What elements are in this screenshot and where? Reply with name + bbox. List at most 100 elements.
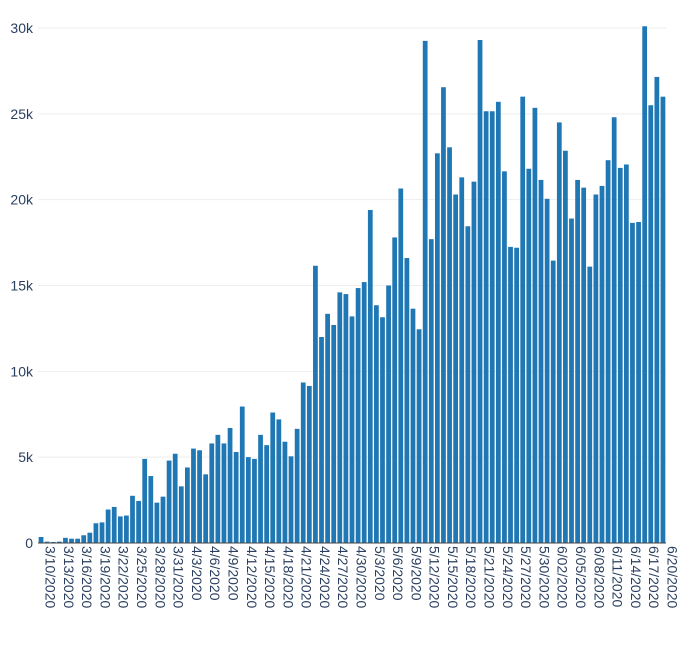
bar[interactable] <box>63 537 68 543</box>
bar[interactable] <box>544 198 550 543</box>
bar[interactable] <box>617 167 623 544</box>
bar[interactable] <box>483 111 489 543</box>
bar[interactable] <box>221 443 227 543</box>
bar[interactable] <box>313 265 318 543</box>
bar[interactable] <box>660 96 666 544</box>
bar[interactable] <box>319 337 324 543</box>
bar[interactable] <box>630 222 635 543</box>
bar[interactable] <box>160 496 166 543</box>
bar[interactable] <box>636 221 641 543</box>
bar[interactable] <box>276 419 282 543</box>
bar[interactable] <box>404 258 410 543</box>
bar[interactable] <box>349 316 355 543</box>
bar[interactable] <box>361 282 367 543</box>
bar[interactable] <box>288 456 294 543</box>
bar[interactable] <box>343 294 349 543</box>
bar[interactable] <box>477 40 483 544</box>
bar[interactable] <box>392 237 398 543</box>
bar[interactable] <box>56 541 62 543</box>
bar[interactable] <box>209 443 215 543</box>
bar[interactable] <box>178 486 184 543</box>
bar[interactable] <box>105 509 111 543</box>
bar[interactable] <box>410 308 416 543</box>
bar[interactable] <box>75 538 81 543</box>
bar[interactable] <box>538 179 544 544</box>
bar[interactable] <box>581 187 587 543</box>
bar[interactable] <box>264 445 270 543</box>
bar[interactable] <box>294 428 300 543</box>
bar[interactable] <box>374 305 379 543</box>
bar[interactable] <box>38 536 44 543</box>
bar[interactable] <box>520 96 526 544</box>
bar[interactable] <box>447 147 452 543</box>
bar[interactable] <box>245 457 251 543</box>
bar[interactable] <box>434 153 440 544</box>
bar[interactable] <box>416 329 422 543</box>
bar[interactable] <box>130 495 135 543</box>
bar[interactable] <box>380 317 385 543</box>
bar[interactable] <box>215 434 221 543</box>
bar[interactable] <box>642 26 648 544</box>
bar[interactable] <box>93 523 99 543</box>
bar[interactable] <box>587 266 593 543</box>
bar[interactable] <box>239 406 245 543</box>
bar[interactable] <box>532 107 538 543</box>
bar[interactable] <box>355 288 361 543</box>
bar[interactable] <box>465 226 471 543</box>
bar[interactable] <box>337 292 343 543</box>
bar[interactable] <box>422 40 428 543</box>
bar[interactable] <box>227 427 233 543</box>
bar[interactable] <box>252 458 257 543</box>
bar[interactable] <box>282 441 288 543</box>
bar[interactable] <box>172 453 178 543</box>
bar[interactable] <box>142 458 148 543</box>
bar[interactable] <box>428 239 434 543</box>
bar[interactable] <box>203 474 209 543</box>
bar[interactable] <box>124 515 129 543</box>
bar[interactable] <box>50 541 56 543</box>
bar[interactable] <box>556 122 562 544</box>
bar[interactable] <box>502 171 507 543</box>
bar[interactable] <box>508 246 513 543</box>
bar[interactable] <box>185 467 190 543</box>
bar[interactable] <box>117 516 123 543</box>
bar[interactable] <box>69 538 74 543</box>
bar[interactable] <box>87 532 93 543</box>
bar[interactable] <box>623 164 629 543</box>
bar[interactable] <box>166 460 172 543</box>
bar[interactable] <box>197 450 202 543</box>
bar[interactable] <box>514 247 519 543</box>
bar[interactable] <box>44 541 50 543</box>
bar[interactable] <box>654 76 660 544</box>
bar[interactable] <box>471 181 477 543</box>
bar[interactable] <box>154 502 160 543</box>
bar[interactable] <box>648 105 654 543</box>
bar[interactable] <box>605 160 611 543</box>
bar[interactable] <box>563 150 568 543</box>
bar[interactable] <box>111 506 117 543</box>
bar[interactable] <box>300 382 306 543</box>
bar[interactable] <box>489 111 495 543</box>
bar[interactable] <box>593 194 599 543</box>
bar[interactable] <box>331 324 337 543</box>
bar[interactable] <box>81 535 87 543</box>
bar[interactable] <box>136 500 141 543</box>
bar[interactable] <box>550 260 556 543</box>
bar[interactable] <box>575 179 580 544</box>
bar[interactable] <box>258 434 263 543</box>
bar[interactable] <box>495 101 501 544</box>
bar[interactable] <box>398 188 404 543</box>
bar[interactable] <box>526 168 532 543</box>
bar[interactable] <box>599 185 605 543</box>
bar[interactable] <box>453 194 459 543</box>
bar[interactable] <box>325 313 330 543</box>
bar[interactable] <box>306 385 312 543</box>
bar[interactable] <box>191 448 196 543</box>
bar[interactable] <box>386 285 391 544</box>
bar[interactable] <box>148 476 154 543</box>
bar[interactable] <box>459 177 465 543</box>
bar[interactable] <box>611 117 617 544</box>
bar[interactable] <box>367 209 373 543</box>
bar[interactable] <box>569 218 574 544</box>
bar[interactable] <box>441 87 446 543</box>
